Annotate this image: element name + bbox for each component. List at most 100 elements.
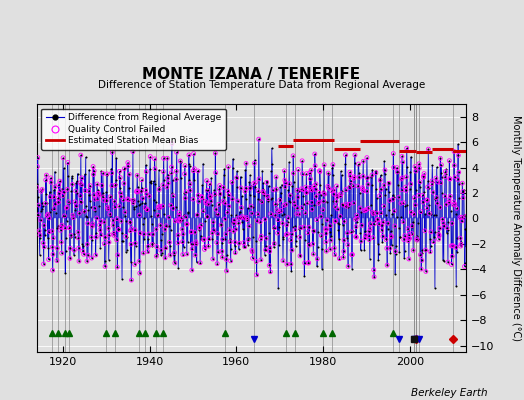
Point — [189, 168, 198, 174]
Point — [411, 163, 419, 170]
Point — [72, 202, 81, 209]
Point — [276, 197, 284, 204]
Point — [284, 214, 292, 221]
Point — [307, 167, 315, 173]
Point — [158, 203, 167, 209]
Point — [333, 206, 342, 212]
Point — [179, 251, 187, 258]
Point — [204, 243, 213, 250]
Point — [83, 241, 92, 248]
Point — [39, 261, 48, 267]
Point — [40, 222, 48, 228]
Point — [261, 216, 269, 222]
Point — [95, 192, 103, 198]
Point — [105, 232, 114, 238]
Point — [162, 184, 171, 190]
Point — [336, 213, 344, 220]
Point — [222, 231, 230, 237]
Point — [259, 190, 268, 196]
Point — [428, 181, 436, 187]
Point — [167, 202, 175, 208]
Point — [231, 249, 239, 256]
Point — [434, 236, 443, 242]
Point — [214, 249, 222, 255]
Point — [420, 174, 428, 180]
Point — [315, 199, 323, 205]
Point — [201, 198, 210, 204]
Point — [100, 240, 108, 247]
Point — [290, 202, 299, 208]
Point — [358, 184, 367, 191]
Point — [283, 261, 291, 268]
Point — [266, 268, 275, 275]
Point — [142, 168, 150, 175]
Point — [173, 240, 182, 246]
Point — [104, 225, 113, 232]
Point — [242, 160, 250, 166]
Point — [422, 204, 431, 211]
Point — [94, 190, 102, 196]
Point — [146, 153, 155, 160]
Point — [66, 245, 74, 252]
Point — [432, 194, 441, 201]
Point — [231, 239, 239, 245]
Point — [36, 232, 44, 238]
Point — [326, 246, 334, 252]
Point — [389, 150, 398, 157]
Point — [135, 212, 144, 218]
Point — [133, 172, 141, 179]
Point — [126, 228, 135, 234]
Point — [252, 258, 260, 265]
Point — [270, 224, 279, 231]
Point — [105, 211, 114, 217]
Point — [261, 247, 270, 253]
Point — [167, 164, 176, 170]
Point — [359, 158, 367, 164]
Point — [305, 224, 313, 230]
Point — [409, 247, 418, 254]
Point — [326, 222, 334, 229]
Point — [45, 228, 53, 235]
Point — [80, 208, 89, 214]
Point — [345, 201, 353, 208]
Point — [213, 260, 221, 267]
Point — [340, 248, 348, 255]
Point — [333, 194, 341, 200]
Point — [422, 268, 430, 275]
Point — [332, 218, 340, 224]
Point — [187, 229, 195, 235]
Point — [332, 198, 341, 205]
Point — [67, 232, 75, 238]
Point — [395, 194, 403, 200]
Point — [377, 210, 385, 216]
Point — [233, 175, 241, 181]
Point — [354, 161, 363, 167]
Point — [342, 203, 351, 210]
Point — [453, 176, 462, 183]
Point — [296, 234, 304, 240]
Point — [303, 189, 311, 196]
Point — [198, 194, 206, 200]
Point — [230, 217, 238, 224]
Point — [399, 200, 408, 206]
Point — [151, 166, 159, 172]
Point — [230, 220, 238, 227]
Point — [176, 218, 184, 224]
Point — [57, 239, 66, 245]
Point — [257, 233, 266, 239]
Point — [200, 246, 209, 253]
Point — [83, 220, 92, 227]
Point — [323, 217, 331, 223]
Point — [214, 201, 223, 208]
Point — [445, 176, 454, 182]
Point — [374, 216, 383, 223]
Point — [66, 255, 74, 262]
Title: MONTE IZANA / TENERIFE: MONTE IZANA / TENERIFE — [143, 67, 361, 82]
Point — [241, 188, 249, 195]
Point — [135, 258, 143, 265]
Point — [187, 228, 195, 235]
Point — [97, 182, 106, 189]
Point — [186, 187, 194, 194]
Point — [364, 205, 373, 212]
Point — [57, 227, 65, 234]
